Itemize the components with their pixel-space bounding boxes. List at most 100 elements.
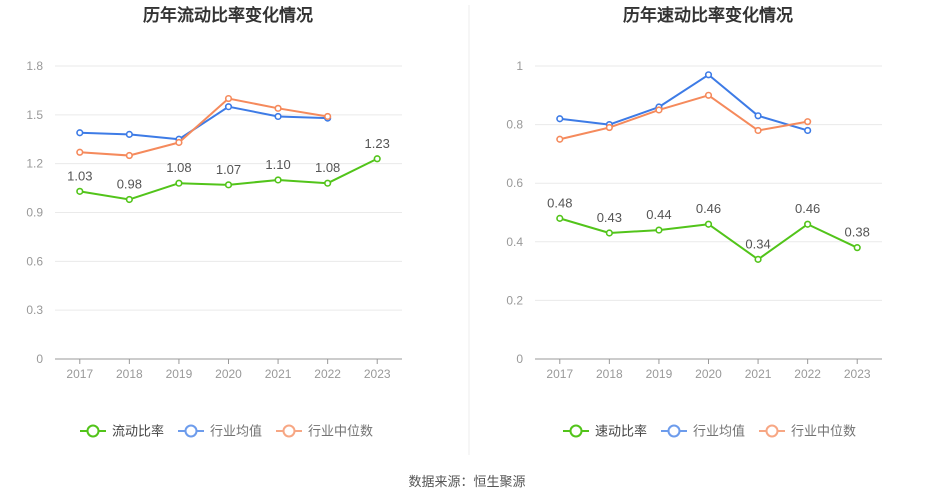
data-label: 1.10 xyxy=(265,157,290,172)
data-point[interactable] xyxy=(556,115,564,123)
data-point[interactable] xyxy=(125,130,133,138)
legend-label: 行业中位数 xyxy=(791,424,856,439)
data-point[interactable] xyxy=(804,118,812,126)
data-point[interactable] xyxy=(324,179,332,187)
data-label: 0.43 xyxy=(597,210,622,225)
legend-item[interactable]: 流动比率 xyxy=(80,424,164,439)
series-line xyxy=(559,73,808,132)
chart-title: 历年流动比率变化情况 xyxy=(143,5,313,26)
data-point[interactable] xyxy=(556,214,564,222)
y-tick-label: 1.5 xyxy=(26,108,43,122)
y-tick-label: 1.8 xyxy=(26,59,43,73)
legend-label: 流动比率 xyxy=(112,424,164,439)
y-tick-label: 0.2 xyxy=(506,293,523,307)
x-tick-label: 2023 xyxy=(844,367,871,381)
data-point[interactable] xyxy=(605,229,613,237)
legend-marker xyxy=(86,424,100,438)
data-point[interactable] xyxy=(175,179,183,187)
data-label: 1.08 xyxy=(315,160,340,175)
y-tick-label: 0.9 xyxy=(26,206,43,220)
data-label: 0.98 xyxy=(117,176,142,191)
data-source-note: 数据来源：恒生聚源 xyxy=(408,474,525,489)
data-label: 0.38 xyxy=(845,225,870,240)
legend-item[interactable]: 行业中位数 xyxy=(276,424,373,439)
y-tick-label: 1 xyxy=(516,59,523,73)
x-tick-label: 2021 xyxy=(745,367,772,381)
data-point[interactable] xyxy=(224,94,233,103)
legend-item[interactable]: 速动比率 xyxy=(563,424,647,439)
x-tick-label: 2023 xyxy=(364,367,391,381)
series-line xyxy=(79,97,328,157)
x-tick-label: 2020 xyxy=(695,367,722,381)
data-point[interactable] xyxy=(754,112,762,120)
y-tick-label: 0.6 xyxy=(506,176,523,190)
data-point[interactable] xyxy=(324,112,332,121)
legend-marker xyxy=(667,424,681,438)
data-point[interactable] xyxy=(175,138,183,147)
x-tick-label: 2017 xyxy=(66,367,93,381)
data-point[interactable] xyxy=(373,155,381,163)
legend-label: 行业均值 xyxy=(210,424,262,439)
current-ratio-chart: 历年流动比率变化情况 0 0.3 0.6 0.9 1.2 1.5 1.8 2017 2018 201… xyxy=(26,5,402,439)
legend-marker xyxy=(282,424,296,438)
data-point[interactable] xyxy=(125,195,133,204)
data-point[interactable] xyxy=(224,181,233,189)
data-point[interactable] xyxy=(804,220,812,228)
series-line xyxy=(79,105,328,141)
x-tick-label: 2019 xyxy=(646,367,673,381)
y-tick-label: 0.4 xyxy=(506,235,523,249)
y-tick-label: 0.3 xyxy=(26,303,43,317)
data-point[interactable] xyxy=(704,71,713,79)
legend-label: 行业中位数 xyxy=(308,424,373,439)
x-tick-label: 2022 xyxy=(314,367,341,381)
data-point[interactable] xyxy=(76,129,84,137)
data-point[interactable] xyxy=(804,126,812,135)
x-tick-label: 2022 xyxy=(794,367,821,381)
data-label: 1.23 xyxy=(365,136,390,151)
y-tick-label: 0.8 xyxy=(506,118,523,132)
data-point[interactable] xyxy=(274,104,282,112)
data-point[interactable] xyxy=(655,226,663,234)
x-tick-label: 2020 xyxy=(215,367,242,381)
data-label: 0.44 xyxy=(646,207,671,222)
data-point[interactable] xyxy=(556,135,564,143)
data-point[interactable] xyxy=(76,148,84,156)
x-tick-label: 2021 xyxy=(265,367,292,381)
quick-ratio-chart: 历年速动比率变化情况 0 0.2 0.4 0.6 0.8 1 2017 2018 2019 2020… xyxy=(506,5,882,439)
data-point[interactable] xyxy=(704,91,713,99)
y-tick-label: 0 xyxy=(36,352,43,366)
data-point[interactable] xyxy=(754,126,762,135)
data-label: 1.07 xyxy=(216,162,241,177)
data-point[interactable] xyxy=(853,244,861,252)
data-point[interactable] xyxy=(754,255,762,263)
y-tick-label: 0 xyxy=(516,352,523,366)
legend-marker xyxy=(569,424,583,438)
data-label: 1.08 xyxy=(166,160,191,175)
data-point[interactable] xyxy=(655,106,663,114)
data-point[interactable] xyxy=(605,123,613,132)
data-point[interactable] xyxy=(76,187,84,195)
data-point[interactable] xyxy=(704,220,713,228)
series-line xyxy=(559,94,808,141)
legend-item[interactable]: 行业中位数 xyxy=(759,424,856,439)
data-label: 0.46 xyxy=(795,201,820,216)
chart-title: 历年速动比率变化情况 xyxy=(623,5,793,26)
data-point[interactable] xyxy=(274,112,282,121)
x-tick-label: 2019 xyxy=(166,367,193,381)
x-tick-label: 2018 xyxy=(596,367,623,381)
legend-label: 速动比率 xyxy=(595,424,647,439)
y-tick-label: 1.2 xyxy=(26,157,43,171)
data-label: 0.34 xyxy=(745,236,770,251)
data-label: 1.03 xyxy=(67,168,92,183)
legend-item[interactable]: 行业均值 xyxy=(178,424,262,439)
data-label: 0.48 xyxy=(547,195,572,210)
y-tick-label: 0.6 xyxy=(26,254,43,268)
legend-item[interactable]: 行业均值 xyxy=(661,424,745,439)
data-point[interactable] xyxy=(125,151,133,160)
legend-marker xyxy=(184,424,198,438)
data-label: 0.46 xyxy=(696,201,721,216)
data-point[interactable] xyxy=(274,176,282,184)
legend-label: 行业均值 xyxy=(693,424,745,439)
data-point[interactable] xyxy=(224,103,233,111)
